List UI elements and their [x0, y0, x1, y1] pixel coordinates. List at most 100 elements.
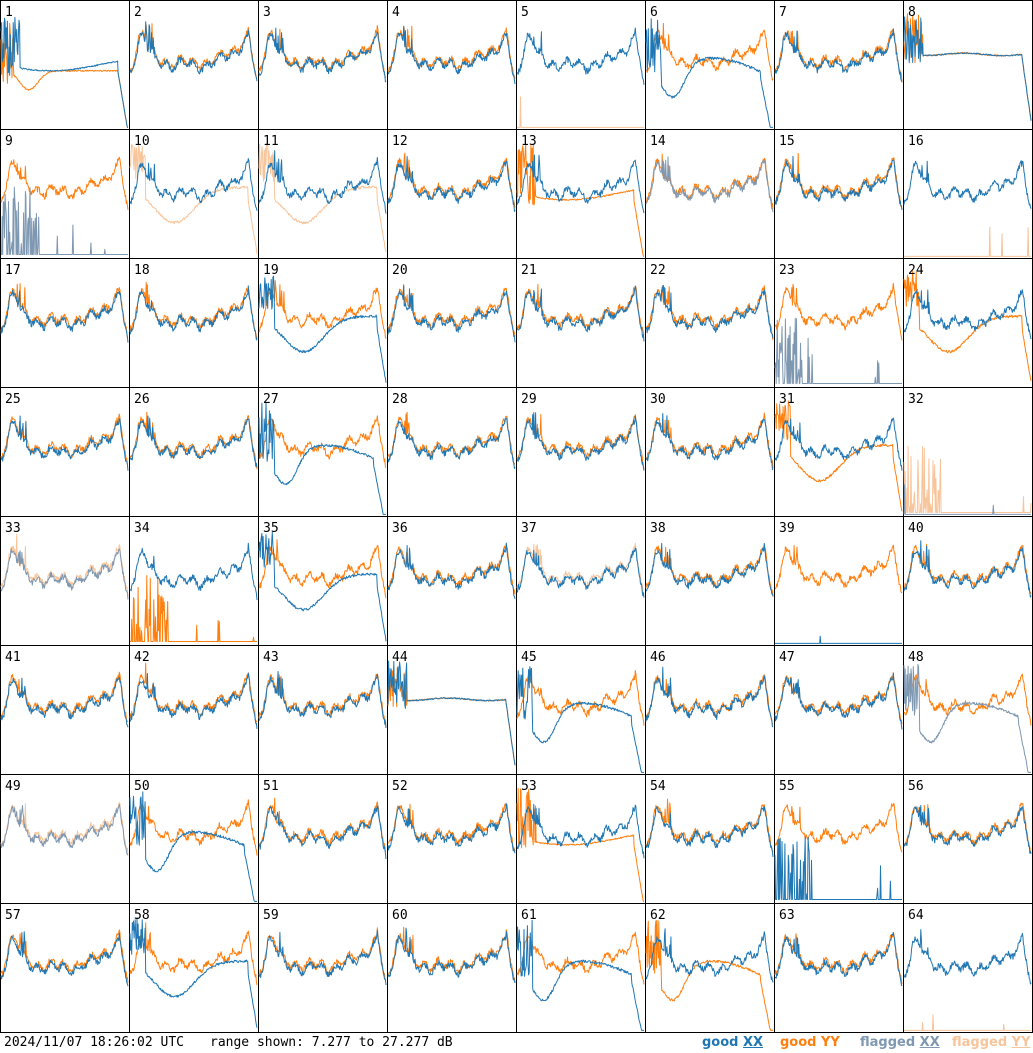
series-xx-line — [903, 16, 1032, 121]
panel: 38 — [645, 516, 775, 646]
series-yy-line — [516, 143, 644, 257]
series-xx-line — [774, 417, 903, 471]
panel-frame — [903, 645, 1033, 775]
panel: 12 — [387, 129, 517, 259]
panel-frame — [258, 516, 388, 646]
series-xx-line — [645, 806, 774, 858]
panel-frame — [129, 645, 259, 775]
panel-label: 59 — [263, 908, 279, 923]
panel-frame — [0, 387, 130, 517]
series-xx-line — [387, 156, 516, 212]
panel-frame — [645, 645, 775, 775]
panel-label: 63 — [779, 908, 795, 923]
panel-frame — [129, 258, 259, 388]
panel-label: 35 — [263, 521, 279, 536]
panel-label: 20 — [392, 263, 408, 278]
series-xx-line — [645, 666, 774, 728]
series-xx-line — [903, 484, 1031, 515]
panel-frame — [774, 516, 904, 646]
panel-label: 6 — [650, 5, 658, 20]
series-yy-line — [774, 802, 903, 853]
series-xx-line — [516, 547, 645, 598]
series-xx-line — [258, 150, 387, 214]
footer: 2024/11/07 18:26:02 UTC range shown: 7.2… — [0, 1033, 1033, 1053]
panel-label: 21 — [521, 263, 537, 278]
series-yy-line — [387, 411, 515, 465]
series-xx-line — [774, 155, 903, 211]
panel: 28 — [387, 387, 517, 517]
panel: 19 — [258, 258, 388, 388]
panel-frame — [516, 903, 646, 1033]
panel-label: 31 — [779, 392, 795, 407]
panel-label: 56 — [908, 779, 924, 794]
series-yy-line — [258, 143, 387, 253]
panel: 53 — [516, 774, 646, 904]
panel-frame — [0, 129, 130, 259]
panel-frame — [258, 129, 388, 259]
panel: 48 — [903, 645, 1033, 775]
panel-label: 8 — [908, 5, 916, 20]
panel-label: 43 — [263, 650, 279, 665]
panel-frame — [645, 258, 775, 388]
series-xx-line — [387, 803, 516, 854]
series-xx-line — [774, 28, 903, 82]
panel: 54 — [645, 774, 775, 904]
panel: 26 — [129, 387, 259, 517]
series-xx-line — [258, 27, 387, 83]
series-xx-line — [0, 415, 129, 471]
panel: 59 — [258, 903, 388, 1033]
panel-frame — [258, 774, 388, 904]
series-yy-line — [387, 25, 516, 79]
panel: 8 — [903, 0, 1033, 130]
series-xx-line — [387, 417, 516, 469]
series-yy-line — [0, 283, 129, 339]
series-xx-line — [774, 317, 902, 384]
panel-label: 33 — [5, 521, 21, 536]
panel-label: 12 — [392, 134, 408, 149]
panel-label: 29 — [521, 392, 537, 407]
panel-frame — [774, 0, 904, 130]
series-xx-line — [1, 186, 128, 255]
panel-frame — [774, 774, 904, 904]
panel-label: 42 — [134, 650, 150, 665]
legend-flagged-yy: flagged YY — [952, 1035, 1031, 1050]
panel: 4 — [387, 0, 517, 130]
panel: 22 — [645, 258, 775, 388]
panel-label: 23 — [779, 263, 795, 278]
panel-label: 10 — [134, 134, 150, 149]
panel: 41 — [0, 645, 130, 775]
series-xx-line — [258, 805, 387, 860]
series-xx-line — [0, 16, 128, 128]
series-xx-line — [130, 542, 258, 601]
panel-label: 36 — [392, 521, 408, 536]
range-shown: range shown: 7.277 to 27.277 dB — [210, 1035, 453, 1050]
series-xx-line — [774, 673, 903, 730]
panel: 57 — [0, 903, 130, 1033]
series-xx-line — [903, 289, 1032, 340]
panel-label: 41 — [5, 650, 21, 665]
panel-frame — [258, 903, 388, 1033]
series-xx-line — [645, 542, 774, 597]
panel-label: 26 — [134, 392, 150, 407]
series-yy-line — [904, 226, 1031, 257]
panel-frame — [774, 645, 904, 775]
panel: 51 — [258, 774, 388, 904]
panel-label: 17 — [5, 263, 21, 278]
panel: 32 — [903, 387, 1033, 517]
panel: 50 — [129, 774, 259, 904]
series-yy-line — [645, 798, 774, 852]
series-xx-line — [0, 931, 129, 987]
series-yy-line — [129, 922, 258, 986]
panel: 56 — [903, 774, 1033, 904]
panel-label: 9 — [5, 134, 13, 149]
panel-label: 5 — [521, 5, 529, 20]
panel-frame — [387, 387, 517, 517]
panel-label: 58 — [134, 908, 150, 923]
panel-label: 44 — [392, 650, 408, 665]
panel-label: 46 — [650, 650, 666, 665]
legend-flagged-xx-pol: XX — [919, 1035, 940, 1050]
panel-label: 39 — [779, 521, 795, 536]
series-yy-line — [516, 670, 645, 726]
panel-frame — [516, 0, 646, 130]
